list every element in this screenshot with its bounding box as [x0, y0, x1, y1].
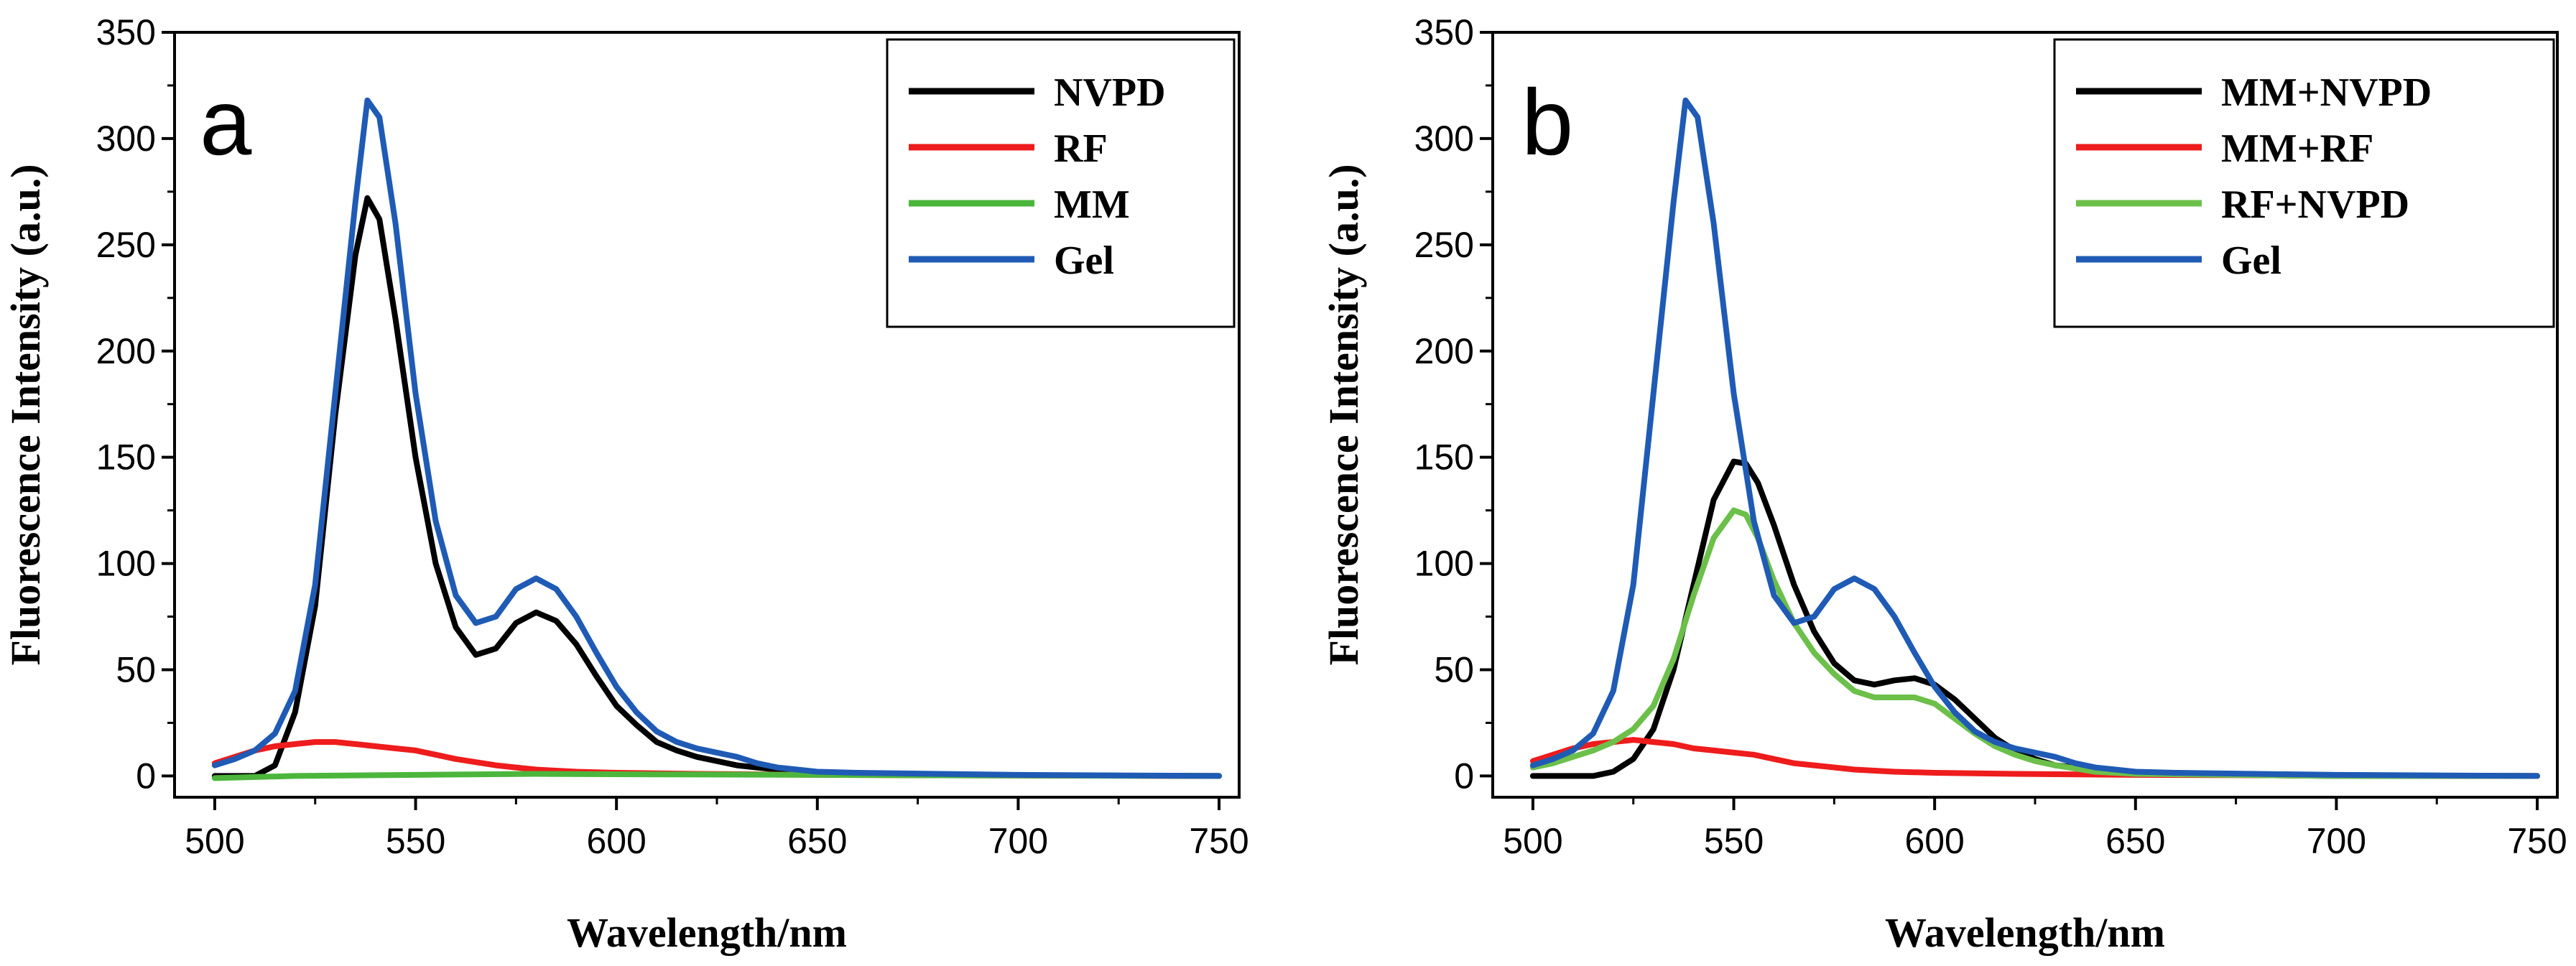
legend-box	[886, 38, 1236, 328]
y-tick-label: 50	[116, 650, 156, 690]
x-tick-label: 600	[586, 821, 646, 861]
y-tick-label: 100	[96, 544, 156, 584]
panel-label: a	[200, 70, 252, 175]
legend-label: RF+NVPD	[2221, 182, 2409, 227]
x-tick-label: 750	[1189, 821, 1248, 861]
y-tick-label: 350	[1414, 12, 1474, 52]
y-tick-label: 300	[96, 119, 156, 159]
panel-label: b	[1521, 70, 1573, 175]
legend-label: NVPD	[1054, 70, 1166, 115]
x-axis-title: Wavelength/nm	[1885, 909, 2165, 956]
y-tick-label: 0	[136, 756, 156, 796]
x-tick-label: 650	[787, 821, 847, 861]
legend-label: Gel	[1054, 238, 1114, 283]
y-tick-label: 200	[1414, 331, 1474, 371]
y-tick-label: 250	[96, 225, 156, 265]
x-tick-label: 600	[1904, 821, 1964, 861]
legend-label: MM	[1054, 182, 1130, 227]
legend-label: MM+NVPD	[2221, 70, 2432, 115]
x-tick-label: 550	[386, 821, 445, 861]
y-tick-label: 250	[1414, 225, 1474, 265]
x-tick-label: 700	[988, 821, 1048, 861]
legend-label: RF	[1054, 126, 1108, 171]
y-tick-label: 50	[1434, 650, 1474, 690]
legend-label: Gel	[2221, 238, 2281, 283]
x-tick-label: 500	[185, 821, 244, 861]
x-tick-label: 650	[2105, 821, 2165, 861]
series-line-mm-rf	[1529, 737, 2540, 779]
y-tick-label: 150	[1414, 437, 1474, 478]
y-tick-label: 200	[96, 331, 156, 371]
x-tick-label: 700	[2307, 821, 2366, 861]
plot-frame	[1491, 31, 2559, 799]
x-axis-title: Wavelength/nm	[567, 909, 847, 956]
chart-panel-a: 500 550 600 650 700 750 0 50 100 150 200 250 300 350 W…	[2, 12, 1249, 956]
y-tick-label: 350	[96, 12, 156, 52]
series-line-gel	[211, 97, 1222, 779]
legend-label: MM+RF	[2221, 126, 2373, 171]
x-tick-label: 500	[1503, 821, 1562, 861]
x-tick-label: 750	[2507, 821, 2567, 861]
y-axis-title: Fluorescence Intensity (a.u.)	[1320, 164, 1367, 665]
legend-box	[2053, 38, 2555, 328]
y-tick-label: 100	[1414, 544, 1474, 584]
series-line-rf-nvpd	[1529, 507, 2540, 779]
y-axis-title: Fluorescence Intensity (a.u.)	[2, 164, 49, 665]
y-tick-label: 300	[1414, 119, 1474, 159]
plot-frame	[173, 31, 1241, 799]
y-tick-label: 150	[96, 437, 156, 478]
y-tick-label: 0	[1454, 756, 1474, 796]
x-tick-label: 550	[1704, 821, 1764, 861]
series-line-gel	[1529, 97, 2540, 779]
chart-panel-b: 500 550 600 650 700 750 0 50 100 150 200 250 300 350 W…	[1320, 12, 2567, 956]
